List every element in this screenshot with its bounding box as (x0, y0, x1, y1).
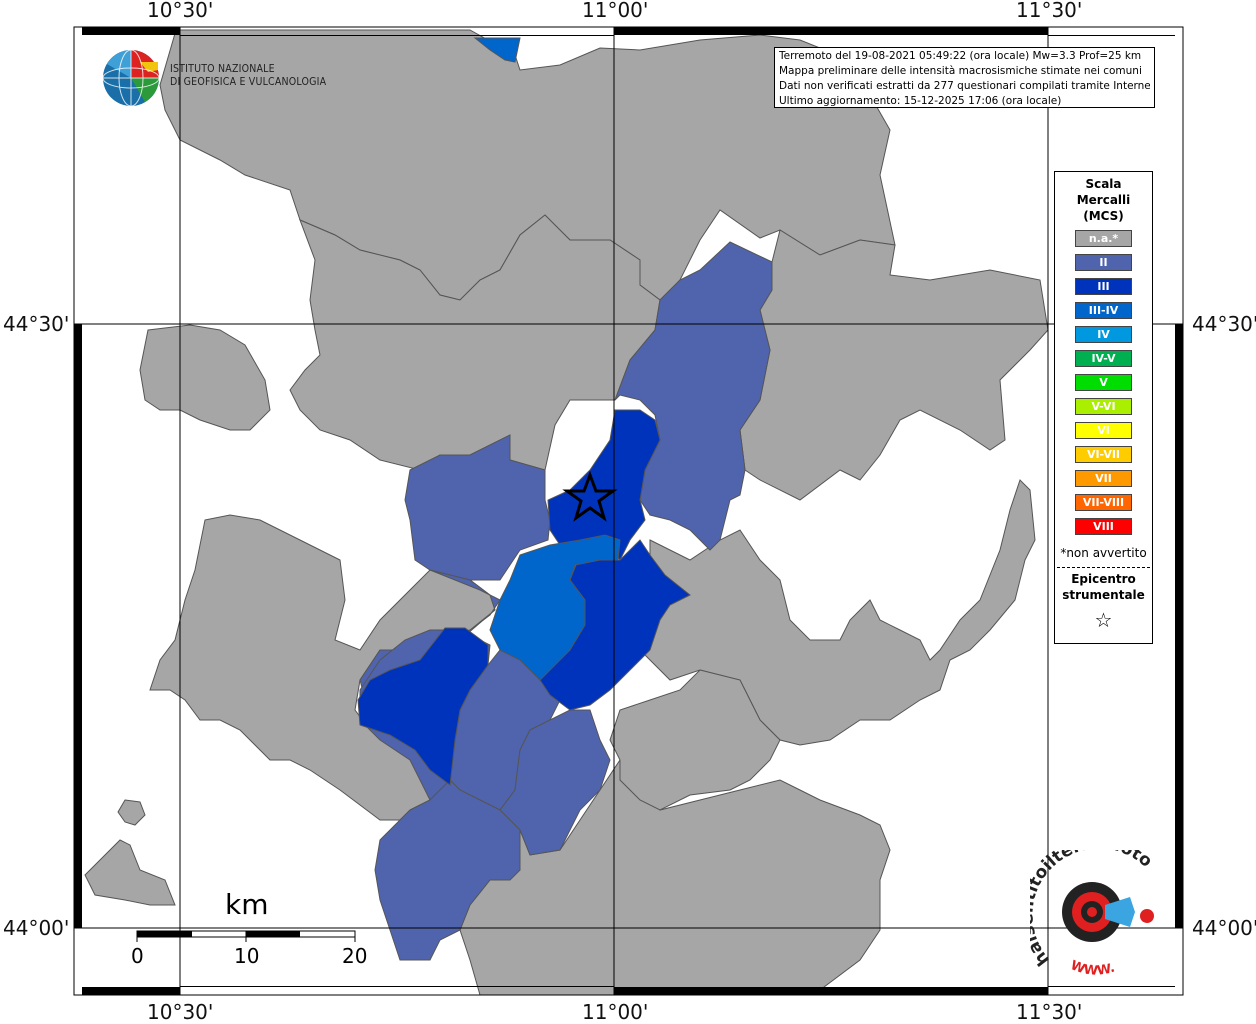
legend-note: *non avvertito (1060, 546, 1147, 560)
legend-title-line2: Mercalli (1076, 193, 1131, 207)
legend-epicenter-star-icon: ☆ (1094, 608, 1113, 632)
map-border (73, 26, 1184, 996)
legend-item: II (1075, 254, 1132, 271)
legend-item: VI-VII (1075, 446, 1132, 463)
epicenter-star-icon (562, 470, 618, 522)
legend-epicenter-line1: Epicentro (1071, 572, 1136, 586)
intensity-legend: Scala Mercalli (MCS) n.a.* II III III-IV IV I… (1054, 171, 1153, 644)
legend-item: VIII (1075, 518, 1132, 535)
hsl-logo-icon (1062, 882, 1154, 942)
municipality-iii-iv[interactable] (489, 534, 621, 681)
legend-item: VII-VIII (1075, 494, 1132, 511)
ingv-logo-icon (102, 49, 160, 107)
scale-bar (136, 930, 356, 942)
legend-item: V (1075, 374, 1132, 391)
lon-label-top-1: 10°30' (147, 0, 214, 22)
hsl-watermark-text: haisentitoilterremoto.it (1030, 850, 1156, 969)
municipality-ii[interactable] (614, 241, 773, 551)
municipality-ii[interactable] (499, 709, 611, 856)
legend-separator (1057, 567, 1150, 568)
municipality-iii[interactable] (357, 627, 489, 786)
hsl-watermark-url: WWW. (1068, 958, 1116, 979)
municipality-iii-iv[interactable] (473, 37, 521, 63)
event-info-line2: Mappa preliminare delle intensità macros… (779, 65, 1142, 77)
municipality-na[interactable] (139, 324, 271, 431)
legend-item: VI (1075, 422, 1132, 439)
legend-title-line3: (MCS) (1083, 209, 1124, 223)
legend-item: VII (1075, 470, 1132, 487)
graticule (74, 27, 1183, 995)
municipality-ii[interactable] (374, 779, 521, 961)
lon-label-bottom-3: 11°30' (1016, 1000, 1083, 1024)
legend-item: IV-V (1075, 350, 1132, 367)
legend-item: n.a.* (1075, 230, 1132, 247)
scale-unit: km (225, 888, 269, 921)
legend-item: V-VI (1075, 398, 1132, 415)
lon-label-bottom-2: 11°00' (582, 1000, 649, 1024)
event-info-box: Terremoto del 19-08-2021 05:49:22 (ora l… (774, 47, 1155, 108)
legend-item: III (1075, 278, 1132, 295)
legend-title-line1: Scala (1085, 177, 1122, 191)
municipalities (84, 29, 1049, 996)
lat-label-right-2: 44°00' (1192, 916, 1256, 940)
ingv-name-line1: ISTITUTO NAZIONALE (170, 63, 275, 75)
event-info-line1: Terremoto del 19-08-2021 05:49:22 (ora l… (779, 50, 1142, 62)
lon-label-top-2: 11°00' (582, 0, 649, 22)
legend-title: Scala Mercalli (MCS) (1055, 176, 1152, 224)
municipality-na[interactable] (117, 799, 146, 826)
municipality-na[interactable] (289, 214, 661, 471)
event-info-line3: Dati non verificati estratti da 277 ques… (779, 80, 1150, 92)
legend-epicenter-line2: strumentale (1062, 588, 1145, 602)
scale-label-20: 20 (342, 944, 368, 968)
municipality-na[interactable] (609, 669, 781, 811)
scale-label-0: 0 (131, 944, 144, 968)
legend-item: III-IV (1075, 302, 1132, 319)
municipality-na[interactable] (84, 839, 176, 906)
legend-item: IV (1075, 326, 1132, 343)
scale-label-10: 10 (234, 944, 260, 968)
lat-label-right-1: 44°30' (1192, 312, 1256, 336)
ingv-name-line2: DI GEOFISICA E VULCANOLOGIA (170, 76, 327, 88)
lat-label-left-2: 44°00' (3, 916, 70, 940)
municipality-ii[interactable] (404, 434, 551, 581)
lon-label-bottom-1: 10°30' (147, 1000, 214, 1024)
lon-label-top-3: 11°30' (1016, 0, 1083, 22)
hsl-logo-text: haisentitoilterremoto.it WWW. (1030, 850, 1156, 979)
event-info-line4: Ultimo aggiornamento: 15-12-2025 17:06 (… (779, 95, 1062, 107)
lat-label-left-1: 44°30' (3, 312, 70, 336)
ingv-logo-text: ISTITUTO NAZIONALE DI GEOFISICA E VULCAN… (170, 63, 326, 89)
